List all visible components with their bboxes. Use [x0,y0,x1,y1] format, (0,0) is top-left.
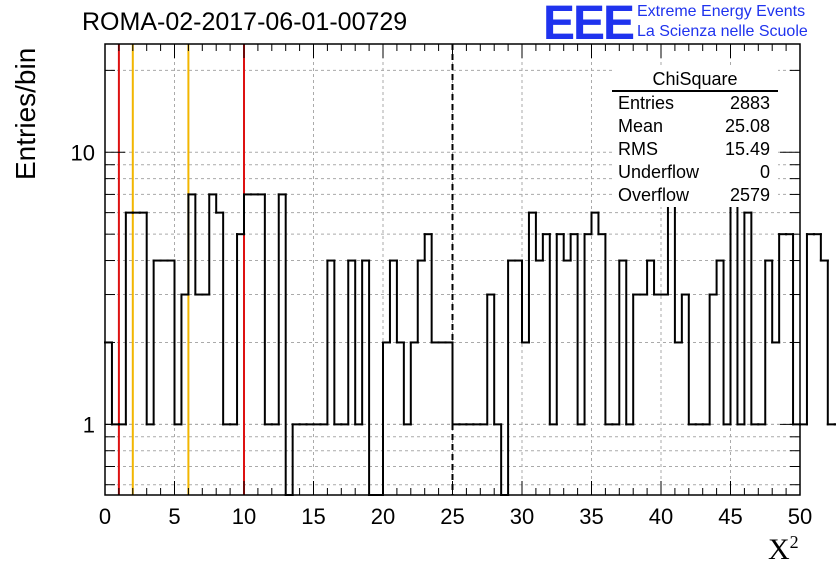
stats-row-entries: Entries 2883 [618,93,770,113]
x-tick-label: 5 [168,504,180,529]
x-tick-label: 15 [301,504,325,529]
stats-row-underflow: Underflow 0 [618,162,770,182]
logo-mark: EEE [543,0,635,50]
x-tick-label: 20 [371,504,395,529]
x-tick-label: 0 [99,504,111,529]
x-tick-label: 40 [649,504,673,529]
y-tick-label: 10 [71,140,95,165]
stats-title: ChiSquare [612,68,778,92]
x-tick-label: 35 [579,504,603,529]
x-tick-label: 10 [232,504,256,529]
stats-row-overflow: Overflow 2579 [618,185,770,205]
x-tick-label: 45 [718,504,742,529]
ticks: 0 5 10 15 20 25 30 35 40 45 50 1 10 [71,44,812,529]
stats-row-mean: Mean 25.08 [618,116,770,136]
page-title: ROMA-02-2017-06-01-00729 [82,8,408,36]
logo-line-1: Extreme Energy Events [637,3,806,20]
stats-row-rms: RMS 15.49 [618,139,770,159]
x-tick-label: 50 [788,504,812,529]
histogram [104,151,836,496]
x-tick-label: 25 [440,504,464,529]
x-tick-label: 30 [510,504,534,529]
stats-box: ChiSquare Entries 2883 Mean 25.08 RMS 15.49… [612,68,778,207]
x-axis-label: X2 [768,532,799,566]
logo-line-2: La Scienza nelle Scuole [637,23,808,40]
y-tick-label: 1 [83,412,95,437]
